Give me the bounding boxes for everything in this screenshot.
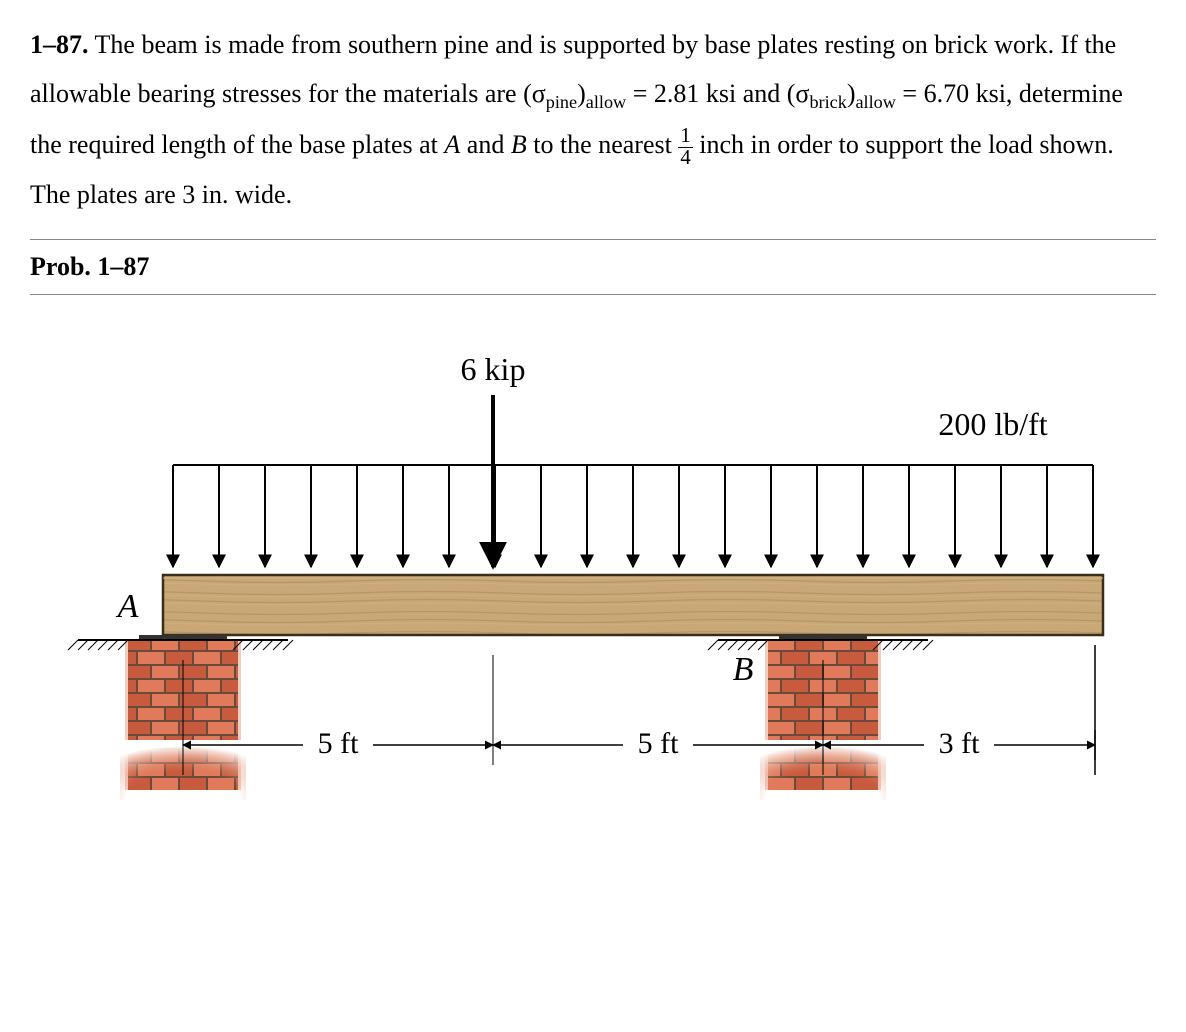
svg-text:5 ft: 5 ft: [638, 727, 679, 760]
svg-text:6 kip: 6 kip: [461, 351, 526, 387]
problem-number: 1–87.: [30, 30, 89, 59]
divider-bottom: [30, 294, 1156, 295]
svg-text:B: B: [733, 651, 754, 688]
beam-figure: 6 kip 200 lb/ft A B 5 ft 5 ft 3 ft: [53, 315, 1133, 875]
divider-top: [30, 239, 1156, 240]
svg-text:200 lb/ft: 200 lb/ft: [938, 406, 1047, 442]
svg-text:5 ft: 5 ft: [318, 727, 359, 760]
svg-text:A: A: [116, 588, 139, 625]
prob-label: Prob. 1–87: [30, 252, 1156, 282]
svg-text:3 ft: 3 ft: [939, 727, 980, 760]
problem-statement: 1–87. The beam is made from southern pin…: [30, 20, 1156, 219]
fraction: 1 4: [678, 126, 692, 169]
